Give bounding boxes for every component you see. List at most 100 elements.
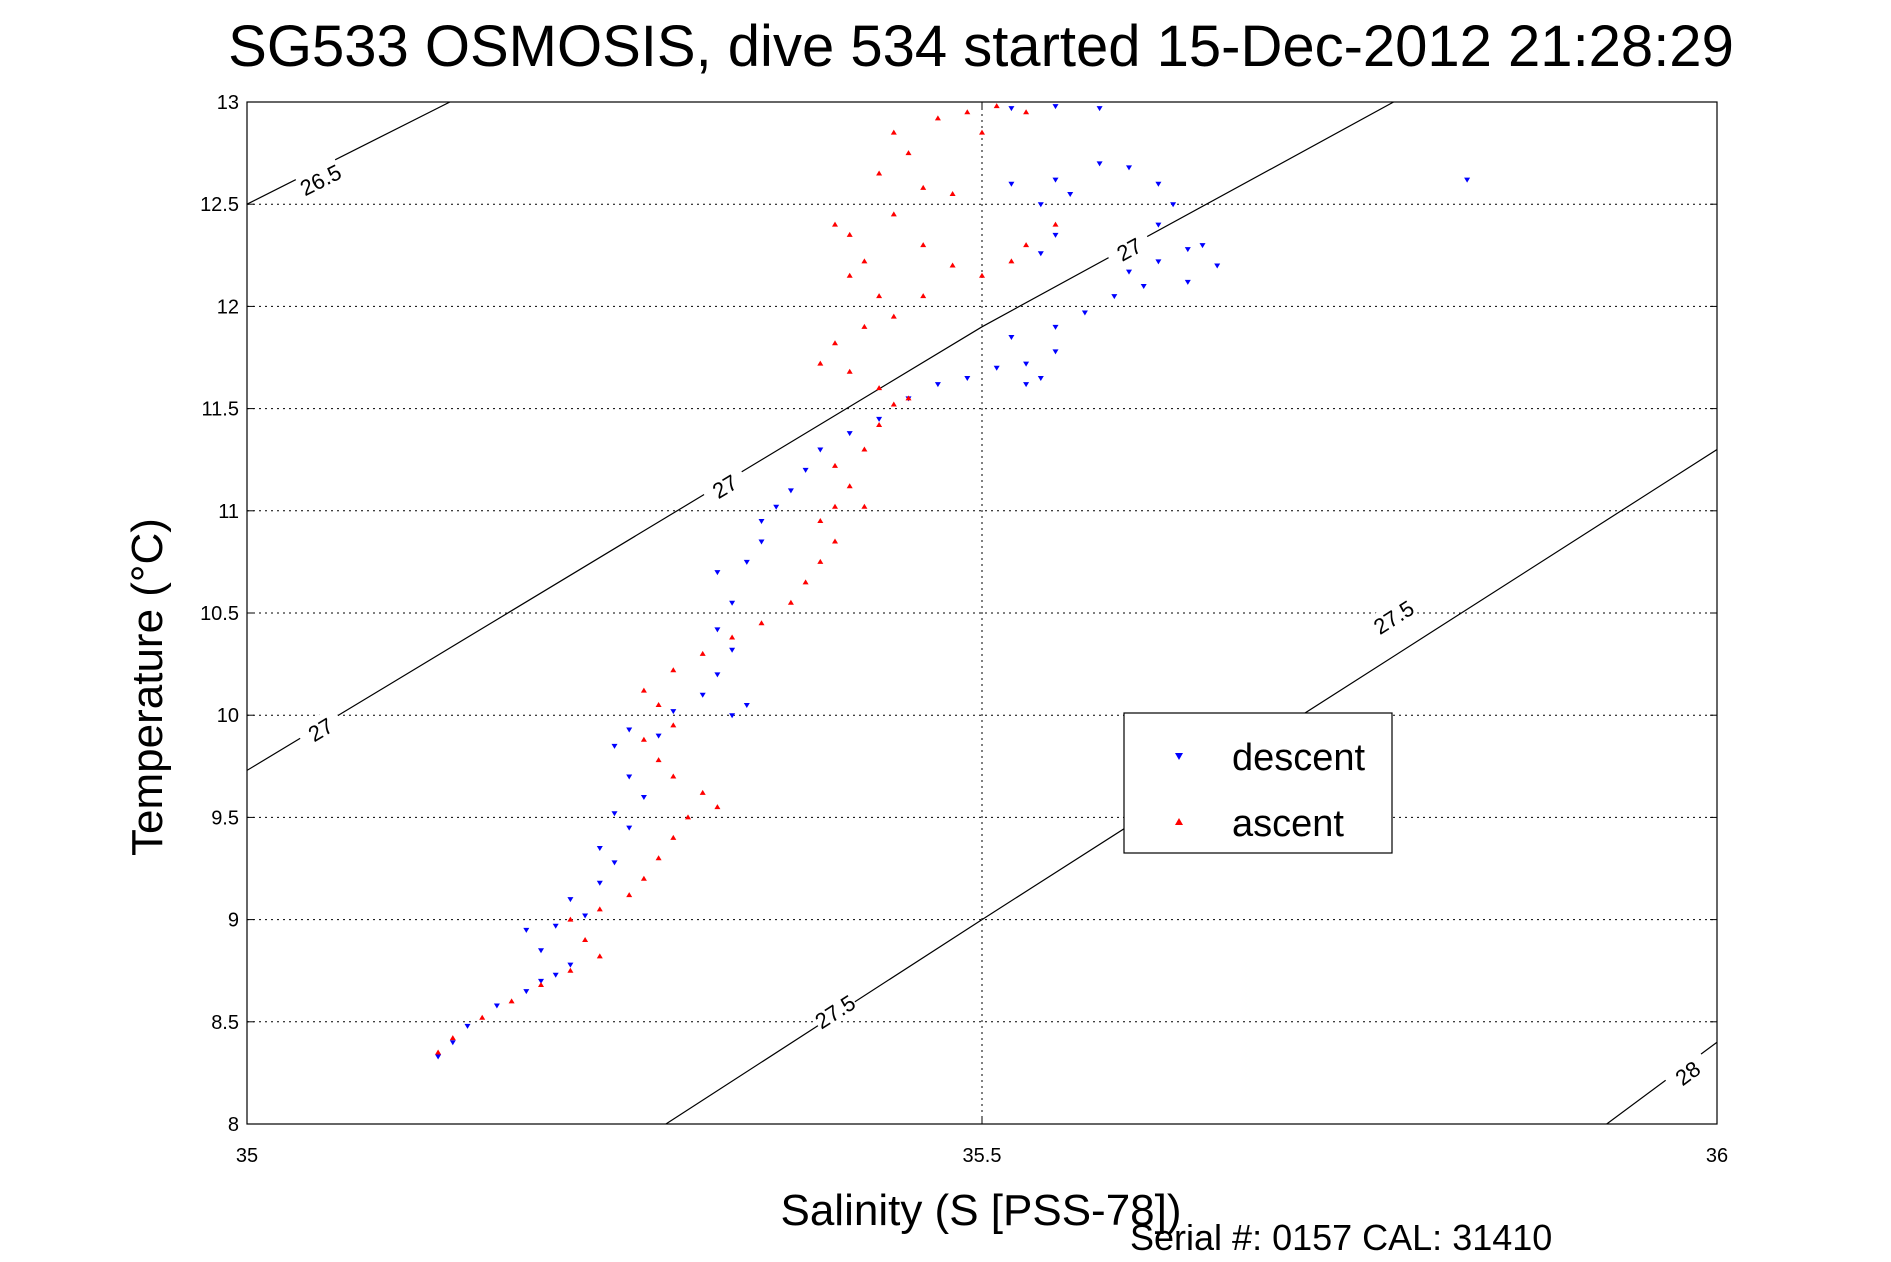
contour-label-bg	[699, 463, 750, 508]
descent-point	[449, 1040, 456, 1046]
descent-point	[552, 972, 559, 978]
descent-point	[964, 375, 971, 381]
descent-point	[1155, 222, 1162, 228]
ascent-point	[626, 892, 633, 898]
ascent-point	[934, 115, 941, 121]
y-tick-label: 10.5	[200, 603, 239, 625]
descent-point	[567, 897, 574, 903]
descent-point	[729, 600, 736, 606]
ascent-point	[787, 599, 794, 605]
legend-ascent-label: ascent	[1232, 803, 1344, 845]
descent-point	[729, 647, 736, 653]
ascent-point	[435, 1049, 442, 1055]
descent-point	[1096, 106, 1103, 112]
ascent-point	[905, 395, 912, 401]
ascent-point	[699, 650, 706, 656]
ascent-point	[876, 293, 883, 299]
y-tick-label: 9.5	[211, 807, 239, 829]
contour-label-bg	[294, 707, 346, 751]
ascent-point	[920, 184, 927, 190]
chart-title: SG533 OSMOSIS, dive 534 started 15-Dec-2…	[228, 14, 1734, 79]
ascent-point	[655, 757, 662, 763]
ascent-point	[1023, 242, 1030, 248]
descent-point	[1126, 269, 1132, 275]
descent-point	[699, 692, 706, 698]
ascent-point	[979, 129, 985, 135]
descent-point	[787, 488, 794, 494]
descent-point	[876, 416, 883, 422]
x-tick-label: 35	[236, 1145, 258, 1167]
descent-point	[552, 923, 559, 929]
descent-point	[1184, 279, 1191, 285]
descent-point	[1067, 191, 1074, 197]
ascent-point	[876, 170, 883, 176]
descent-point	[582, 913, 589, 919]
y-tick-label: 10	[217, 705, 239, 727]
ascent-point	[596, 953, 603, 959]
descent-point	[1184, 247, 1191, 253]
descent-point	[1037, 251, 1044, 257]
descent-point	[758, 519, 765, 525]
ascent-point	[846, 272, 853, 278]
ascent-point	[567, 916, 574, 922]
ascent-point	[832, 503, 838, 509]
descent-point	[714, 672, 721, 678]
legend-descent-marker	[1175, 753, 1183, 760]
ascent-point	[567, 967, 574, 973]
descent-point	[1037, 202, 1044, 208]
descent-point	[1023, 361, 1030, 367]
ascent-point	[758, 620, 765, 626]
descent-point	[1008, 335, 1015, 341]
contour-label-27.5: 27.5	[1368, 594, 1419, 640]
descent-point	[1464, 177, 1471, 183]
ascent-point	[640, 875, 647, 881]
y-tick-label: 8	[228, 1114, 239, 1136]
contour-label-27: 27	[1103, 227, 1154, 270]
ascent-point	[729, 634, 736, 640]
descent-point	[1023, 382, 1030, 388]
ascent-point	[861, 446, 868, 452]
descent-point	[655, 733, 662, 739]
descent-point	[611, 811, 618, 817]
contour-labels: 26.5 27 27 27 27.5 27.5 28	[294, 158, 1712, 1095]
ascent-point	[832, 340, 838, 346]
contour-label-27.5: 27.5	[809, 988, 861, 1034]
descent-point	[1052, 177, 1059, 183]
contour-label-text: 26.5	[296, 159, 345, 201]
x-tick-label: 36	[1706, 1145, 1728, 1167]
ascent-point	[670, 773, 677, 779]
contour-label-28: 28	[1662, 1049, 1712, 1095]
ascent-point	[993, 103, 1000, 109]
ascent-point	[890, 313, 897, 319]
descent-point	[1096, 161, 1103, 167]
ascent-point	[479, 1014, 486, 1020]
ascent-point	[1052, 221, 1059, 227]
ascent-point	[699, 789, 706, 795]
descent-point	[802, 467, 809, 473]
isopycnal-26.5	[247, 102, 451, 205]
descent-point	[1037, 375, 1044, 381]
ascent-point	[861, 503, 868, 509]
ascent-point	[508, 998, 515, 1004]
descent-point	[714, 570, 721, 576]
ascent-point	[817, 518, 824, 524]
ascent-point	[920, 293, 927, 299]
descent-point	[1008, 106, 1015, 112]
ascent-point	[832, 462, 838, 468]
contour-label-text: 27.5	[811, 990, 861, 1034]
y-tick-label: 13	[217, 92, 239, 114]
contour-label-27: 27	[699, 463, 750, 508]
y-tick-label: 12.5	[200, 194, 239, 216]
ascent-point	[920, 242, 927, 248]
ascent-point	[861, 323, 868, 329]
ascent-point	[890, 401, 897, 407]
ascent-point	[817, 558, 824, 564]
contour-label-text: 27.5	[1369, 595, 1419, 639]
descent-point	[1052, 104, 1059, 110]
legend-ascent-marker	[1175, 818, 1183, 825]
isopycnal-27.5	[665, 448, 1717, 1124]
descent-point	[934, 382, 941, 388]
descent-point	[611, 860, 618, 866]
ascent-point	[817, 360, 824, 366]
legend-descent-label: descent	[1232, 737, 1366, 779]
